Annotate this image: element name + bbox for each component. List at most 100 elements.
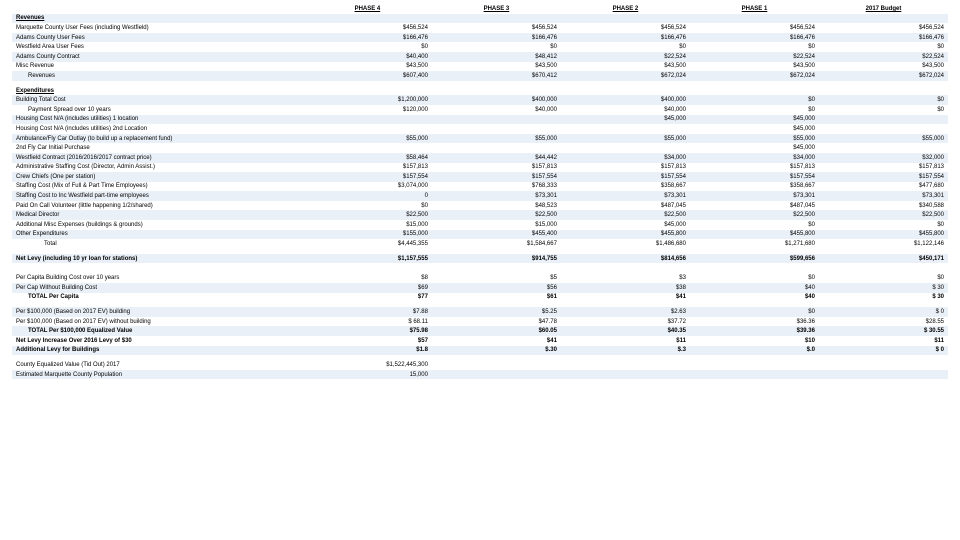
- data-row: Payment Spread over 10 years$120,000$40,…: [12, 105, 948, 115]
- row-label: Per $100,000 (Based on 2017 EV) building: [12, 307, 303, 317]
- value-cell: $0: [690, 105, 819, 115]
- row-label: Total: [12, 239, 303, 249]
- value-cell: $34,000: [690, 153, 819, 163]
- value-cell: $1,157,555: [303, 254, 432, 264]
- data-row: Revenues$607,400$670,412$672,024$672,024…: [12, 71, 948, 81]
- value-cell: $814,656: [561, 254, 690, 264]
- row-label: Net Levy (including 10 yr loan for stati…: [12, 254, 303, 264]
- data-row: Adams County User Fees$166,476$166,476$1…: [12, 33, 948, 43]
- value-cell: $43,500: [561, 62, 690, 72]
- value-cell: $45,000: [690, 143, 819, 153]
- value-cell: $0: [690, 42, 819, 52]
- data-row: County Equalized Value (Tid Out) 2017$1,…: [12, 360, 948, 370]
- row-label: Ambulance/Fly Car Outlay (to build up a …: [12, 134, 303, 144]
- value-cell: $456,524: [690, 23, 819, 33]
- value-cell: $40: [690, 293, 819, 303]
- value-cell: $1.8: [303, 346, 432, 356]
- data-row: Building Total Cost$1,200,000$400,000$40…: [12, 95, 948, 105]
- value-cell: $157,813: [303, 163, 432, 173]
- empty-cell: [690, 86, 819, 96]
- section-label: Revenues: [12, 14, 303, 24]
- row-label: TOTAL Per $100,000 Equalized Value: [12, 326, 303, 336]
- value-cell: $45,000: [561, 220, 690, 230]
- value-cell: $0: [819, 42, 948, 52]
- column-header: PHASE 3: [432, 4, 561, 14]
- value-cell: $ 30: [819, 283, 948, 293]
- data-row: Administrative Staffing Cost (Director, …: [12, 163, 948, 173]
- value-cell: $22,500: [303, 210, 432, 220]
- value-cell: $22,524: [690, 52, 819, 62]
- value-cell: $37.72: [561, 317, 690, 327]
- value-cell: [303, 143, 432, 153]
- value-cell: $44,442: [432, 153, 561, 163]
- value-cell: $73,301: [690, 191, 819, 201]
- value-cell: $39.36: [690, 326, 819, 336]
- value-cell: $455,800: [690, 230, 819, 240]
- value-cell: $455,800: [561, 230, 690, 240]
- value-cell: $41: [432, 336, 561, 346]
- column-header: PHASE 4: [303, 4, 432, 14]
- value-cell: $ 30: [819, 293, 948, 303]
- row-label: Revenues: [12, 71, 303, 81]
- data-row: Adams County Contract$40,400$48,412$22,5…: [12, 52, 948, 62]
- row-label: 2nd Fly Car Initial Purchase: [12, 143, 303, 153]
- value-cell: [432, 115, 561, 125]
- data-row: Net Levy (including 10 yr loan for stati…: [12, 254, 948, 264]
- row-label: Other Expenditures: [12, 230, 303, 240]
- value-cell: $ 0: [819, 307, 948, 317]
- value-cell: $38: [561, 283, 690, 293]
- row-label: Per $100,000 (Based on 2017 EV) without …: [12, 317, 303, 327]
- row-label: Medical Director: [12, 210, 303, 220]
- value-cell: $47.78: [432, 317, 561, 327]
- value-cell: $672,024: [561, 71, 690, 81]
- value-cell: $57: [303, 336, 432, 346]
- value-cell: $456,524: [819, 23, 948, 33]
- value-cell: $456,524: [303, 23, 432, 33]
- value-cell: $.0: [690, 346, 819, 356]
- row-label: Staffing Cost to Inc Westfield part-time…: [12, 191, 303, 201]
- value-cell: $0: [819, 95, 948, 105]
- value-cell: $477,680: [819, 182, 948, 192]
- value-cell: $40,400: [303, 52, 432, 62]
- value-cell: $455,400: [432, 230, 561, 240]
- value-cell: $166,476: [432, 33, 561, 43]
- row-label: Housing Cost N/A (includes utilities) 2n…: [12, 124, 303, 134]
- data-row: Net Levy Increase Over 2016 Levy of $30$…: [12, 336, 948, 346]
- value-cell: $.30: [432, 346, 561, 356]
- value-cell: $32,000: [819, 153, 948, 163]
- row-label: Misc Revenue: [12, 62, 303, 72]
- value-cell: $0: [303, 42, 432, 52]
- value-cell: [432, 143, 561, 153]
- value-cell: $2.63: [561, 307, 690, 317]
- value-cell: $0: [690, 95, 819, 105]
- value-cell: [819, 370, 948, 380]
- value-cell: $166,476: [690, 33, 819, 43]
- value-cell: $456,524: [432, 23, 561, 33]
- value-cell: $0: [690, 220, 819, 230]
- value-cell: $56: [432, 283, 561, 293]
- value-cell: $22,524: [819, 52, 948, 62]
- value-cell: $55,000: [690, 134, 819, 144]
- value-cell: $0: [690, 273, 819, 283]
- data-row: Total$4,445,355$1,584,667$1,486,680$1,27…: [12, 239, 948, 249]
- empty-cell: [303, 86, 432, 96]
- row-label: Net Levy Increase Over 2016 Levy of $30: [12, 336, 303, 346]
- value-cell: $157,554: [432, 172, 561, 182]
- value-cell: $5.25: [432, 307, 561, 317]
- value-cell: $166,476: [561, 33, 690, 43]
- column-header: PHASE 1: [690, 4, 819, 14]
- value-cell: $45,000: [561, 115, 690, 125]
- value-cell: $1,271,680: [690, 239, 819, 249]
- row-label: County Equalized Value (Tid Out) 2017: [12, 360, 303, 370]
- data-row: Medical Director$22,500$22,500$22,500$22…: [12, 210, 948, 220]
- value-cell: [819, 115, 948, 125]
- value-cell: $10: [690, 336, 819, 346]
- value-cell: $3: [561, 273, 690, 283]
- value-cell: $0: [561, 42, 690, 52]
- value-cell: $73,301: [561, 191, 690, 201]
- value-cell: $599,656: [690, 254, 819, 264]
- value-cell: $60.05: [432, 326, 561, 336]
- value-cell: $4,445,355: [303, 239, 432, 249]
- value-cell: $73,301: [819, 191, 948, 201]
- value-cell: $ 30.55: [819, 326, 948, 336]
